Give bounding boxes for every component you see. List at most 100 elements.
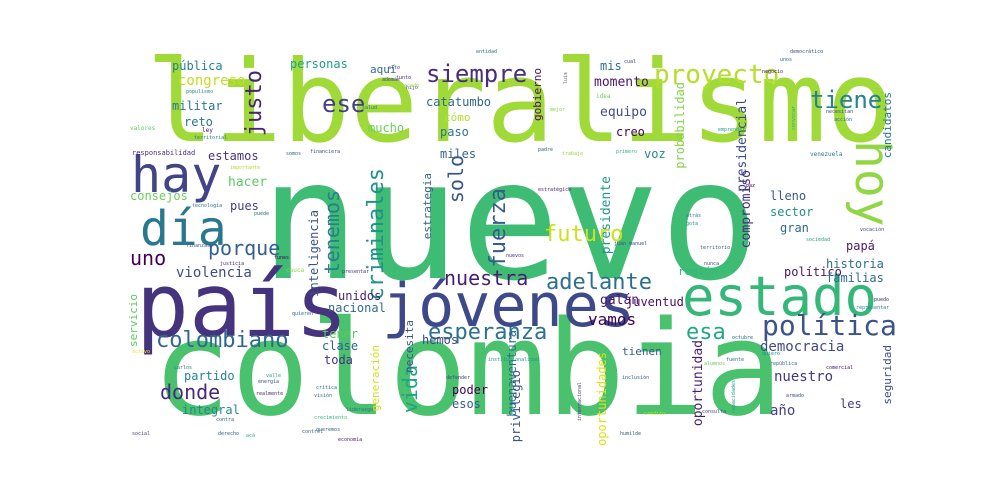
word-idea: idea	[596, 93, 611, 100]
word-tecnologia: tecnología	[192, 203, 223, 209]
word-historia: historia	[826, 257, 884, 271]
word-finanzas: finanzas	[186, 243, 211, 249]
word-privilegio: privilegio	[509, 370, 523, 443]
word-personas: personas	[290, 57, 348, 71]
word-les: les	[840, 397, 862, 411]
word-gobierno: gobierno	[531, 68, 544, 121]
word-nuestro: nuestro	[774, 369, 834, 385]
word-hacer: hacer	[228, 175, 268, 190]
word-populismo: populismo	[186, 89, 214, 95]
word-nuestra: nuestra	[444, 266, 529, 290]
word-junto: junto	[396, 75, 412, 81]
word-juan-manuel: juan manuel	[614, 241, 648, 247]
word-consulta: consulta	[702, 409, 727, 415]
word-contra: contra	[216, 417, 235, 423]
word-compromiso: compromiso	[739, 170, 754, 249]
word-poder: poder	[452, 383, 489, 397]
word-candidatos: candidatos	[881, 92, 894, 159]
word-adelante: adelante	[546, 270, 652, 295]
word-derecho: derecho	[218, 431, 240, 437]
word-crecimiento: crecimiento	[314, 415, 348, 421]
word-valores: valores	[130, 125, 156, 132]
word-proyecto: proyecto	[654, 60, 780, 90]
word-puede: puede	[254, 211, 270, 217]
word-financiera: financiera	[310, 149, 341, 155]
word-energia: energía	[258, 379, 280, 385]
word-emprender: emprender	[718, 127, 746, 133]
word-economia: economía	[338, 437, 363, 443]
word-catatumbo: catatumbo	[426, 95, 492, 109]
word-hijo: hijo	[406, 85, 419, 91]
word-queremos: queremos	[316, 427, 341, 433]
word-como: cómo	[444, 111, 471, 124]
word-pais: país	[136, 254, 348, 357]
word-miles: miles	[440, 147, 477, 161]
word-presidente: presidente	[599, 176, 614, 255]
word-inteligencia: inteligencia	[307, 210, 321, 297]
word-gota: gota	[686, 221, 699, 227]
word-representar: representar	[856, 305, 890, 311]
word-vision: visión	[314, 393, 333, 399]
word-esperanza: esperanza	[428, 320, 548, 345]
word-uno: uno	[130, 246, 167, 270]
word-mucho: mucho	[368, 121, 405, 135]
word-nuevo: nuevo	[260, 125, 760, 318]
word-ley: ley	[202, 127, 213, 134]
word-region: región	[678, 265, 718, 278]
word-salud: salud	[362, 105, 378, 111]
word-toda: toda	[324, 353, 353, 367]
word-nacional: nacional	[328, 301, 386, 315]
word-nuevos: nuevos	[506, 253, 525, 259]
word-defender: defender	[446, 375, 471, 381]
word-reto: reto	[184, 115, 213, 129]
word-convocar: convocar	[791, 106, 797, 131]
word-creo: creo	[616, 125, 645, 139]
word-alumnos: alumnos	[704, 361, 726, 367]
word-generacion: generación	[369, 345, 382, 412]
word-internacional: internacional	[577, 382, 583, 422]
word-nunca: nunca	[704, 261, 720, 267]
word-servicio: servicio	[127, 294, 140, 347]
word-presentar: presentar	[342, 269, 370, 275]
word-gran: gran	[780, 221, 809, 235]
word-territorio: territorio	[700, 245, 731, 251]
word-mejor: mejor	[550, 107, 566, 113]
word-hay: hay	[131, 146, 222, 204]
word-estrategico: estratégico	[538, 187, 572, 193]
word-paz: paz	[746, 183, 756, 189]
word-control: control	[302, 429, 324, 435]
word-social: social	[132, 431, 151, 437]
word-activo: activo	[132, 349, 151, 355]
word-clase: clase	[322, 339, 359, 353]
word-territorial: territorial	[194, 135, 228, 141]
word-momento: momento	[594, 75, 649, 90]
word-octubre: octubre	[732, 335, 754, 341]
word-tiene: tiene	[810, 86, 883, 114]
word-necesita: necesita	[403, 320, 416, 373]
word-aqui: aquí	[370, 63, 397, 76]
word-capacidades: capacidades	[731, 380, 737, 414]
word-democracia: democracia	[760, 339, 845, 355]
word-consejos: consejos	[130, 189, 188, 203]
word-partido: partido	[184, 369, 235, 383]
word-funes: funes	[274, 255, 290, 261]
word-politica: política	[762, 309, 897, 342]
word-primero: primero	[616, 149, 638, 155]
word-tenemos: tenemos	[320, 190, 344, 275]
word-congreso: congreso	[178, 73, 246, 89]
word-lleno: lleno	[770, 189, 807, 203]
word-negocio: negocio	[762, 69, 784, 75]
word-liberalismo: liberalismo	[146, 40, 895, 168]
word-somos: somos	[286, 151, 302, 157]
word-cual: cual	[624, 59, 637, 65]
word-solo: solo	[444, 155, 468, 204]
word-inclusion: inclusión	[622, 375, 650, 381]
word-ano: año	[770, 403, 796, 419]
word-accion: acción	[834, 117, 853, 123]
word-cloud: nuevo liberalismo colombia país jóvenes …	[126, 40, 898, 446]
word-luis: luis	[563, 72, 569, 85]
word-credito: crédito	[644, 411, 666, 417]
word-mercado: mercado	[398, 83, 420, 89]
word-ese: ese	[322, 90, 366, 118]
word-estamos: estamos	[208, 149, 259, 163]
